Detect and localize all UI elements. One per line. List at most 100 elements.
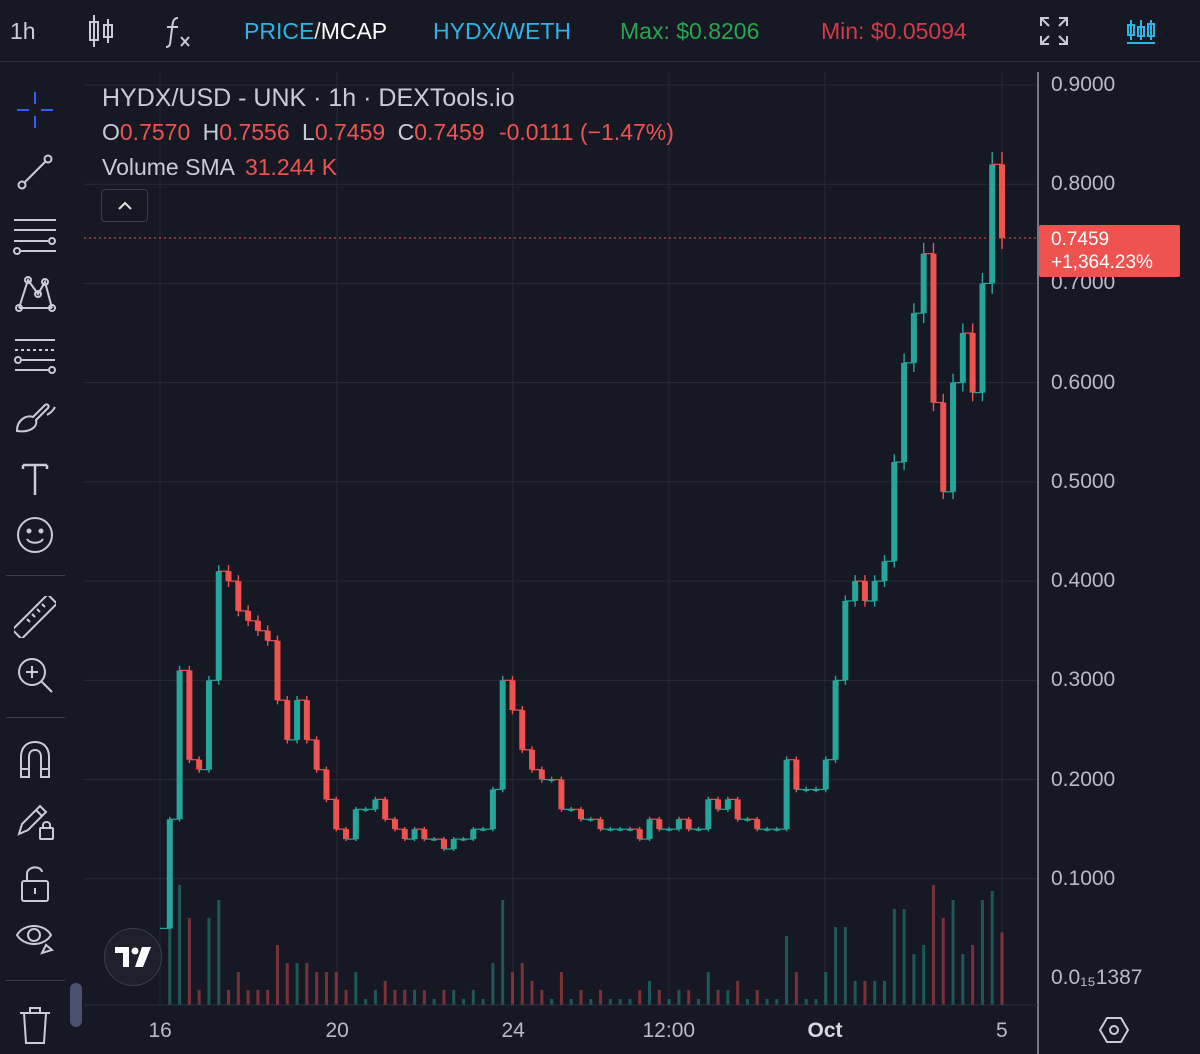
volume-bar: [687, 990, 691, 1005]
volume-value: 31.244 K: [244, 154, 338, 180]
sidebar-separator: [6, 980, 65, 981]
text-icon[interactable]: [10, 454, 60, 504]
volume-bar: [540, 990, 544, 1005]
volume-bar: [980, 900, 984, 1005]
candle-body: [646, 819, 653, 840]
candle-body: [744, 819, 751, 821]
trash-icon[interactable]: [10, 1000, 60, 1050]
top-toolbar: 1h PRICE / MCAP HYDX/WETH Max: $0.8206 Min…: [0, 0, 1200, 62]
candle-body: [822, 759, 829, 790]
fib-icon[interactable]: [10, 330, 60, 380]
tradingview-logo[interactable]: [104, 928, 162, 986]
candle-body: [734, 799, 741, 820]
volume-bar: [227, 990, 231, 1005]
candle-body: [401, 829, 408, 840]
volume-bar: [794, 972, 798, 1005]
candle-body: [695, 829, 702, 831]
volume-bar: [696, 999, 700, 1005]
candle-body: [391, 819, 398, 830]
volume-bar: [442, 990, 446, 1005]
interval-selector[interactable]: 1h: [10, 17, 36, 44]
settings-icon[interactable]: [1098, 1014, 1130, 1046]
candle-body: [284, 700, 291, 740]
trend-line-icon[interactable]: [10, 147, 60, 197]
ruler-icon[interactable]: [10, 592, 60, 642]
volume-bar: [990, 891, 994, 1005]
horizontal-lines-icon[interactable]: [10, 210, 60, 260]
brush-icon[interactable]: [10, 392, 60, 442]
candle-body: [372, 799, 379, 810]
candle-body: [989, 164, 996, 284]
price-option[interactable]: PRICE: [244, 17, 315, 44]
zoom-in-icon[interactable]: [10, 650, 60, 700]
candle-body: [587, 819, 594, 821]
time-tick-label: Oct: [807, 1019, 843, 1042]
volume-bar: [315, 972, 319, 1005]
volume-bar: [559, 972, 563, 1005]
price-tick-label: 0.3000: [1051, 668, 1116, 692]
volume-bar: [931, 885, 935, 1005]
volume-bar: [745, 999, 749, 1005]
volume-bar: [765, 999, 769, 1005]
volume-bar: [217, 900, 221, 1005]
sidebar-scroll-handle[interactable]: [70, 983, 82, 1027]
candle-body: [578, 809, 584, 820]
candle-body: [470, 829, 477, 840]
candle-body: [607, 829, 614, 831]
volume-bar: [178, 885, 182, 1005]
volume-bar: [324, 972, 328, 1005]
candle-body: [920, 253, 927, 314]
open-value: 0.7570: [119, 119, 191, 145]
volume-bar: [501, 900, 505, 1005]
time-tick-label: 20: [325, 1019, 349, 1042]
candle-body: [705, 799, 712, 830]
fullscreen-icon[interactable]: [1038, 0, 1070, 62]
volume-bar: [354, 972, 358, 1005]
function-icon[interactable]: [162, 0, 194, 62]
candle-body: [950, 382, 957, 492]
candle-body: [450, 839, 457, 850]
volume-legend: Volume SMA 31.244 K: [102, 154, 337, 181]
emoji-icon[interactable]: [10, 510, 60, 560]
price-tick-label: 0.2000: [1051, 767, 1116, 791]
candle-body: [294, 700, 301, 740]
lock-icon[interactable]: [10, 858, 60, 908]
volume-bars: [168, 885, 1004, 1005]
candle-body: [254, 620, 261, 631]
price-tick-label: 0.1000: [1051, 866, 1116, 890]
price-mcap-separator: /: [314, 17, 321, 44]
volume-bar: [853, 981, 857, 1005]
volume-bar: [334, 972, 338, 1005]
candlestick-icon[interactable]: [86, 0, 116, 62]
magnet-icon[interactable]: [10, 734, 60, 784]
volume-bar: [403, 990, 407, 1005]
bar-chart-icon[interactable]: [1124, 0, 1158, 62]
mcap-option[interactable]: MCAP: [320, 17, 388, 44]
candle-body: [489, 789, 496, 830]
candle-body: [930, 253, 937, 403]
volume-bar: [912, 954, 916, 1005]
pencil-lock-icon[interactable]: [10, 796, 60, 846]
volume-bar: [266, 990, 270, 1005]
volume-bar: [383, 981, 387, 1005]
min-price: Min: $0.05094: [821, 17, 967, 44]
candle-body: [225, 571, 232, 582]
volume-bar: [589, 999, 593, 1005]
volume-bar: [432, 999, 436, 1005]
volume-bar: [305, 963, 309, 1005]
volume-bar: [275, 945, 279, 1005]
collapse-legend-button[interactable]: [101, 189, 148, 222]
volume-bar: [364, 999, 368, 1005]
volume-bar: [706, 972, 710, 1005]
eye-icon[interactable]: [10, 912, 60, 962]
pattern-icon[interactable]: [10, 268, 60, 318]
volume-bar: [755, 990, 759, 1005]
crosshair-icon[interactable]: [10, 85, 60, 135]
volume-bar: [804, 999, 808, 1005]
candle-body: [431, 839, 438, 841]
price-mcap-toggle[interactable]: PRICE / MCAP: [244, 0, 387, 62]
candle-body: [548, 779, 555, 782]
pair-selector[interactable]: HYDX/WETH: [433, 17, 571, 44]
volume-bar: [187, 918, 191, 1005]
